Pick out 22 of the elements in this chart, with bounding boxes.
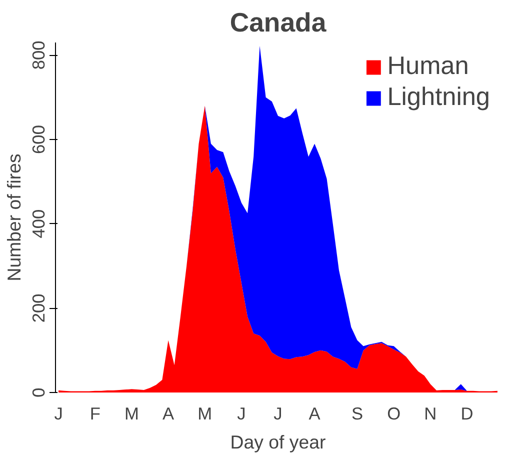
- x-tick-label: J: [274, 404, 282, 424]
- x-tick-label: M: [198, 404, 212, 424]
- x-axis-title: Day of year: [230, 432, 326, 452]
- x-tick-label: D: [460, 404, 474, 424]
- y-axis-title: Number of fires: [4, 154, 24, 282]
- x-tick-label: N: [424, 404, 437, 424]
- x-tick-label: J: [54, 404, 63, 424]
- x-tick-label: A: [162, 404, 174, 424]
- y-tick-label: 200: [28, 294, 48, 323]
- y-tick-label: 400: [28, 209, 48, 238]
- y-tick-label: 0: [28, 388, 48, 398]
- y-tick-label: 600: [28, 125, 48, 154]
- chart-title: Canada: [230, 8, 326, 38]
- y-tick-label: 800: [28, 40, 48, 70]
- x-tick-label: J: [237, 404, 246, 424]
- x-tick-label: F: [90, 404, 100, 424]
- x-tick-label: S: [351, 404, 364, 424]
- legend-label: Human: [387, 52, 469, 81]
- legend-label: Lightning: [387, 83, 490, 112]
- x-tick-label: M: [124, 404, 139, 424]
- x-tick-label: A: [308, 404, 321, 424]
- x-tick-label: O: [387, 404, 401, 424]
